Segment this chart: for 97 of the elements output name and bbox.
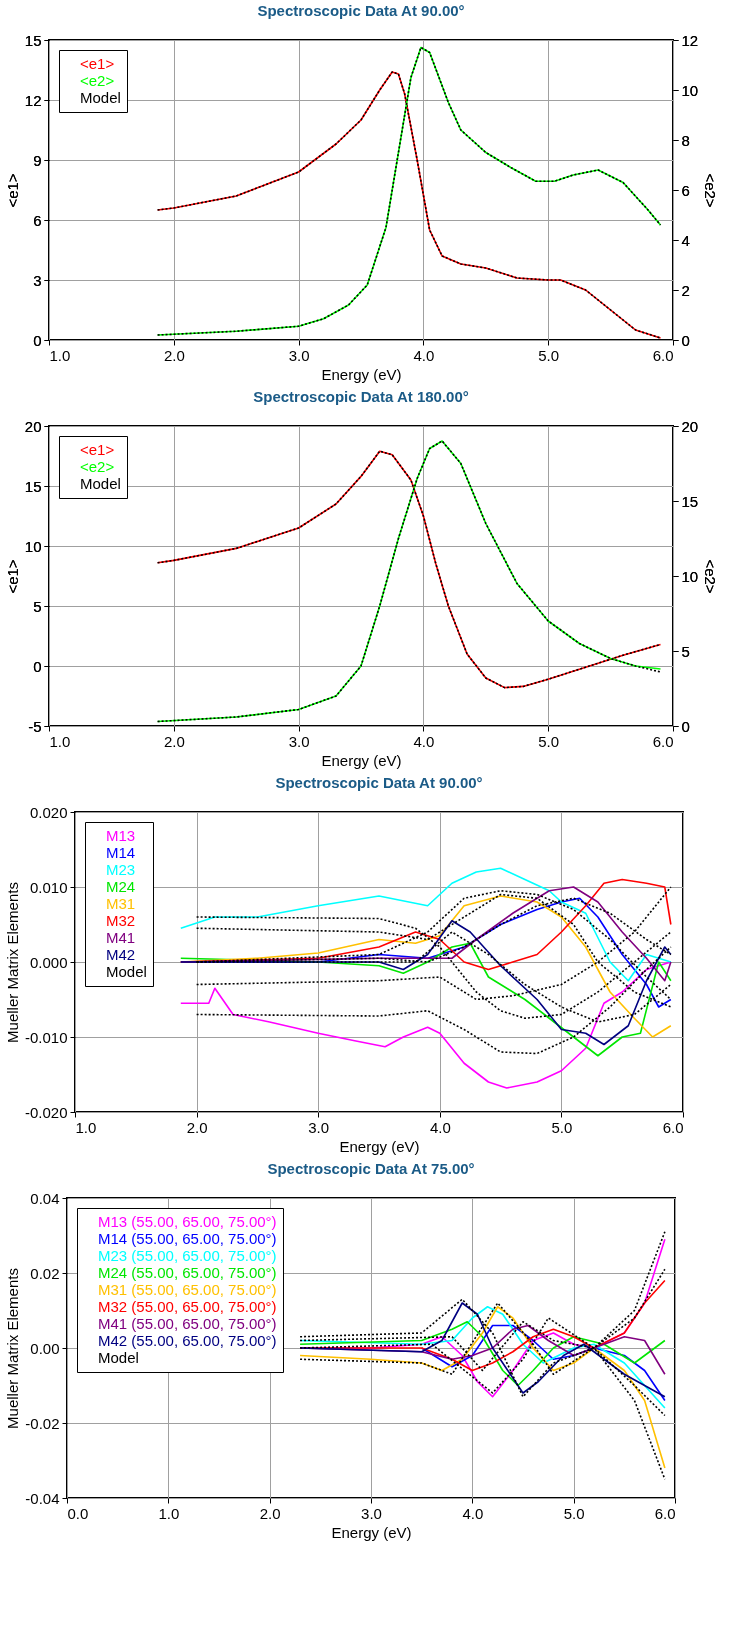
- text: <e1>: [80, 54, 115, 72]
- chart-title: Spectroscopic Data At 180.00°: [253, 388, 469, 405]
- x-tick-label: 5.0: [538, 346, 560, 364]
- y2-tick-label: 6: [681, 181, 690, 199]
- y2-tick-label: 10: [681, 81, 699, 99]
- x-tick-label: 3.0: [361, 1504, 382, 1522]
- text: M14: [106, 843, 136, 861]
- x-axis-title: Energy (eV): [339, 1137, 420, 1155]
- x-tick-label: 2.0: [163, 346, 185, 364]
- y-tick-label: 10: [24, 537, 42, 555]
- y-tick-label: 0.000: [29, 953, 68, 971]
- y2-tick-label: 2: [681, 281, 690, 299]
- text: <e1>: [80, 440, 115, 458]
- x-tick-label: 2.0: [259, 1504, 281, 1522]
- x-tick-label: 0.0: [67, 1504, 89, 1522]
- y-tick-label: -0.02: [25, 1414, 60, 1432]
- text: M42: [106, 945, 136, 963]
- x-tick-label: 1.0: [49, 732, 71, 750]
- text: M32: [106, 911, 136, 929]
- x-tick-label: 6.0: [654, 1504, 676, 1522]
- y2-tick-label: 20: [681, 417, 699, 435]
- text: <e2>: [80, 457, 115, 475]
- x-tick-label: 4.0: [462, 1504, 484, 1522]
- x-tick-label: 3.0: [308, 1118, 330, 1136]
- text: M31: [106, 894, 136, 912]
- series-label: M42 (55.00, 65.00, 75.00°): [98, 1331, 277, 1349]
- x-axis-title: Energy (eV): [331, 1523, 412, 1541]
- y-tick-label: 15: [24, 31, 42, 49]
- chart-title: Spectroscopic Data At 75.00°: [267, 1160, 475, 1177]
- text: M24: [106, 877, 136, 895]
- y2-tick-label: 5: [681, 642, 690, 660]
- text: M41: [106, 928, 136, 946]
- y-tick-label: 0: [33, 657, 42, 675]
- y-tick-label: 0.02: [30, 1264, 60, 1282]
- y-tick-label: 9: [33, 151, 42, 169]
- text: <e2>: [80, 71, 115, 89]
- y2-axis-title: <e2>: [702, 559, 720, 594]
- y-tick-label: -0.020: [24, 1103, 68, 1121]
- y-tick-label: -0.010: [24, 1028, 68, 1046]
- x-tick-label: 5.0: [551, 1118, 573, 1136]
- x-tick-label: 6.0: [652, 732, 674, 750]
- x-tick-label: 5.0: [538, 732, 560, 750]
- x-tick-label: 2.0: [186, 1118, 208, 1136]
- chart-title: Spectroscopic Data At 90.00°: [275, 774, 483, 791]
- y-tick-label: 6: [33, 211, 42, 229]
- text: M31 (55.00, 65.00, 75.00°): [98, 1280, 277, 1298]
- x-tick-label: 6.0: [662, 1118, 684, 1136]
- x-axis-title: Energy (eV): [321, 751, 402, 769]
- y2-tick-label: 0: [681, 717, 690, 735]
- y2-tick-label: 10: [681, 567, 699, 585]
- y-axis-title: Mueller Matrix Elements: [3, 882, 21, 1043]
- y-tick-label: 0.00: [30, 1339, 60, 1357]
- chart-title: Spectroscopic Data At 90.00°: [257, 2, 465, 19]
- text: Model: [80, 88, 121, 106]
- y2-tick-label: 0: [681, 331, 690, 349]
- y-tick-label: 5: [33, 597, 42, 615]
- x-tick-label: 1.0: [158, 1504, 180, 1522]
- y-axis-title: <e1>: [3, 173, 21, 208]
- y-axis-title: <e1>: [3, 559, 21, 594]
- x-axis-title: Energy (eV): [321, 365, 402, 383]
- y-tick-label: 3: [33, 271, 42, 289]
- x-tick-label: 2.0: [163, 732, 185, 750]
- x-tick-label: 4.0: [429, 1118, 451, 1136]
- y-tick-label: 0.020: [29, 803, 68, 821]
- x-tick-label: 3.0: [288, 732, 310, 750]
- x-tick-label: 4.0: [413, 346, 435, 364]
- x-tick-label: 1.0: [75, 1118, 97, 1136]
- y2-tick-label: 12: [681, 31, 699, 49]
- y2-axis-title: <e2>: [702, 173, 720, 208]
- text: M13 (55.00, 65.00, 75.00°): [98, 1212, 277, 1230]
- y-tick-label: -0.04: [25, 1489, 60, 1507]
- y-tick-label: 0.010: [29, 878, 68, 896]
- text: M24 (55.00, 65.00, 75.00°): [98, 1263, 277, 1281]
- x-tick-label: 4.0: [413, 732, 435, 750]
- text: M32 (55.00, 65.00, 75.00°): [98, 1297, 277, 1315]
- y-tick-label: 0: [33, 331, 42, 349]
- x-tick-label: 1.0: [49, 346, 71, 364]
- x-tick-label: 5.0: [563, 1504, 585, 1522]
- y-axis-title: Mueller Matrix Elements: [4, 1268, 22, 1429]
- text: M23 (55.00, 65.00, 75.00°): [98, 1246, 277, 1264]
- text: Model: [106, 962, 147, 980]
- y-tick-label: 0.04: [30, 1189, 60, 1207]
- text: Model: [98, 1348, 139, 1366]
- text: M23: [106, 860, 136, 878]
- y2-tick-label: 15: [681, 492, 699, 510]
- x-tick-label: 6.0: [652, 346, 674, 364]
- y-tick-label: 15: [24, 477, 42, 495]
- y-tick-label: 20: [24, 417, 42, 435]
- y-tick-label: 12: [24, 91, 42, 109]
- text: Model: [80, 474, 121, 492]
- text: M13: [106, 826, 136, 844]
- y2-tick-label: 8: [681, 131, 690, 149]
- text: M14 (55.00, 65.00, 75.00°): [98, 1229, 277, 1247]
- y-tick-label: -5: [28, 717, 42, 735]
- series-label: M41 (55.00, 65.00, 75.00°): [98, 1314, 277, 1332]
- y2-tick-label: 4: [681, 231, 690, 249]
- x-tick-label: 3.0: [288, 346, 310, 364]
